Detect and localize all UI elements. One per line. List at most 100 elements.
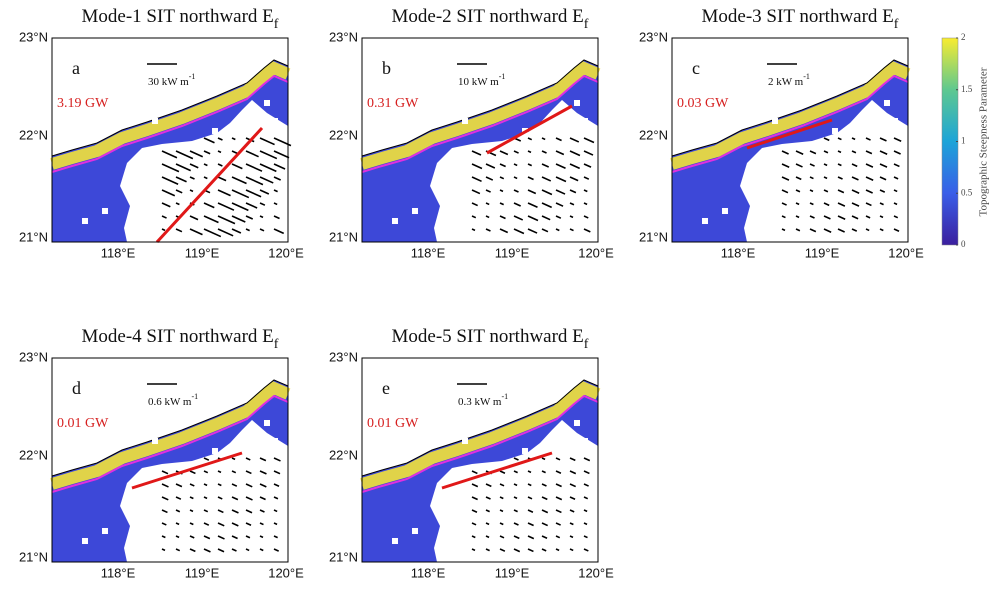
flux-arrow — [231, 548, 237, 552]
flux-arrow — [527, 202, 538, 208]
flux-arrow — [203, 163, 208, 167]
mask-cell — [82, 538, 88, 544]
flux-arrow — [203, 176, 208, 180]
flux-arrow — [161, 548, 166, 552]
flux-arrow — [583, 522, 588, 526]
flux-arrow — [259, 189, 270, 195]
flux-arrow — [513, 189, 519, 193]
flux-arrow — [569, 548, 574, 552]
flux-arrow — [583, 215, 589, 219]
scale-exp: -1 — [192, 392, 199, 401]
flux-arrow — [161, 202, 171, 208]
mask-cell — [264, 100, 270, 106]
flux-arrow — [513, 548, 521, 553]
panel-title: Mode-3 SIT northward Ef — [702, 6, 899, 32]
flux-arrow — [217, 202, 235, 211]
flux-arrow — [499, 189, 504, 193]
scale-text: 2 kW m — [768, 76, 804, 88]
scale-exp: -1 — [499, 72, 506, 81]
flux-arrow — [513, 150, 519, 154]
flux-arrow — [569, 228, 574, 232]
flux-arrow — [555, 457, 561, 461]
flux-arrow — [851, 163, 858, 168]
flux-arrow — [485, 522, 490, 526]
scale-exp: -1 — [502, 392, 509, 401]
isobath — [361, 394, 599, 493]
flux-arrow — [513, 202, 521, 207]
map-frame — [51, 37, 289, 243]
flux-arrow — [189, 483, 195, 487]
title-sub: f — [274, 337, 279, 352]
flux-arrow — [583, 202, 588, 206]
flux-arrow — [175, 483, 183, 488]
power-label: 0.01 GW — [57, 416, 109, 431]
flux-arrow — [203, 548, 211, 553]
coastline — [671, 59, 909, 157]
flux-arrow — [781, 202, 787, 206]
flux-arrow — [527, 163, 533, 167]
flux-arrow — [555, 150, 565, 156]
flux-arrow — [879, 150, 888, 155]
flux-arrow — [527, 470, 532, 474]
scale-exp: -1 — [189, 72, 196, 81]
flux-arrow — [513, 457, 519, 461]
flux-arrow — [273, 189, 278, 193]
flux-arrow — [499, 548, 506, 552]
flux-arrow — [837, 228, 845, 233]
map-panel: b 10 kW m-1 0.31 GW — [360, 37, 601, 243]
flux-arrow — [189, 150, 204, 158]
flux-arrow — [527, 189, 537, 195]
flux-arrow — [823, 150, 829, 154]
flux-arrow — [837, 150, 842, 154]
lat-label: 21°N — [19, 229, 48, 244]
mask-cell — [412, 528, 418, 534]
flux-arrow — [471, 483, 479, 488]
flux-arrow — [471, 470, 478, 475]
flux-arrow — [203, 470, 209, 474]
mask-cell — [462, 438, 468, 444]
isobath — [51, 74, 289, 173]
flux-arrow — [217, 522, 225, 527]
flux-arrow — [471, 535, 476, 539]
flux-arrow — [527, 522, 534, 527]
panel-title: Mode-5 SIT northward Ef — [392, 326, 589, 352]
flux-arrow — [189, 548, 196, 553]
flux-arrow — [203, 228, 222, 238]
flux-arrow — [245, 189, 262, 198]
flux-arrow — [583, 176, 590, 180]
flux-arrow — [569, 535, 574, 539]
mask-cell — [772, 118, 778, 124]
isobath — [51, 394, 289, 493]
flux-arrow — [231, 189, 250, 199]
flux-arrow — [175, 163, 191, 172]
mask-cell — [412, 208, 418, 214]
flux-arrow — [893, 176, 899, 180]
scale-label: 0.3 kW m-1 — [458, 392, 508, 408]
flux-arrow — [795, 189, 801, 193]
flux-arrow — [217, 189, 231, 197]
panel-title: Mode-1 SIT northward Ef — [82, 6, 279, 32]
colorbar-tick-label: 0.5 — [961, 187, 973, 197]
lon-label: 120°E — [578, 565, 614, 580]
title-sub: f — [894, 17, 899, 32]
flux-arrow — [245, 150, 259, 158]
title-text: Mode-3 SIT northward E — [702, 6, 894, 27]
flux-arrow — [485, 509, 490, 513]
flux-arrow — [513, 522, 519, 526]
flux-arrow — [541, 215, 551, 221]
flux-arrow — [513, 483, 518, 487]
mask-cell — [522, 448, 528, 454]
flux-arrow — [231, 496, 239, 501]
lon-label: 118°E — [101, 565, 136, 580]
lon-label: 119°E — [495, 565, 530, 580]
coastline — [51, 59, 289, 157]
flux-arrow — [569, 150, 581, 157]
flux-arrow — [175, 150, 194, 160]
flux-arrow — [471, 496, 478, 501]
flux-arrow — [175, 202, 180, 206]
flux-arrow — [471, 509, 478, 513]
flux-arrow — [823, 137, 830, 142]
scale-text: 0.3 kW m — [458, 396, 502, 408]
flux-arrow — [555, 163, 566, 170]
